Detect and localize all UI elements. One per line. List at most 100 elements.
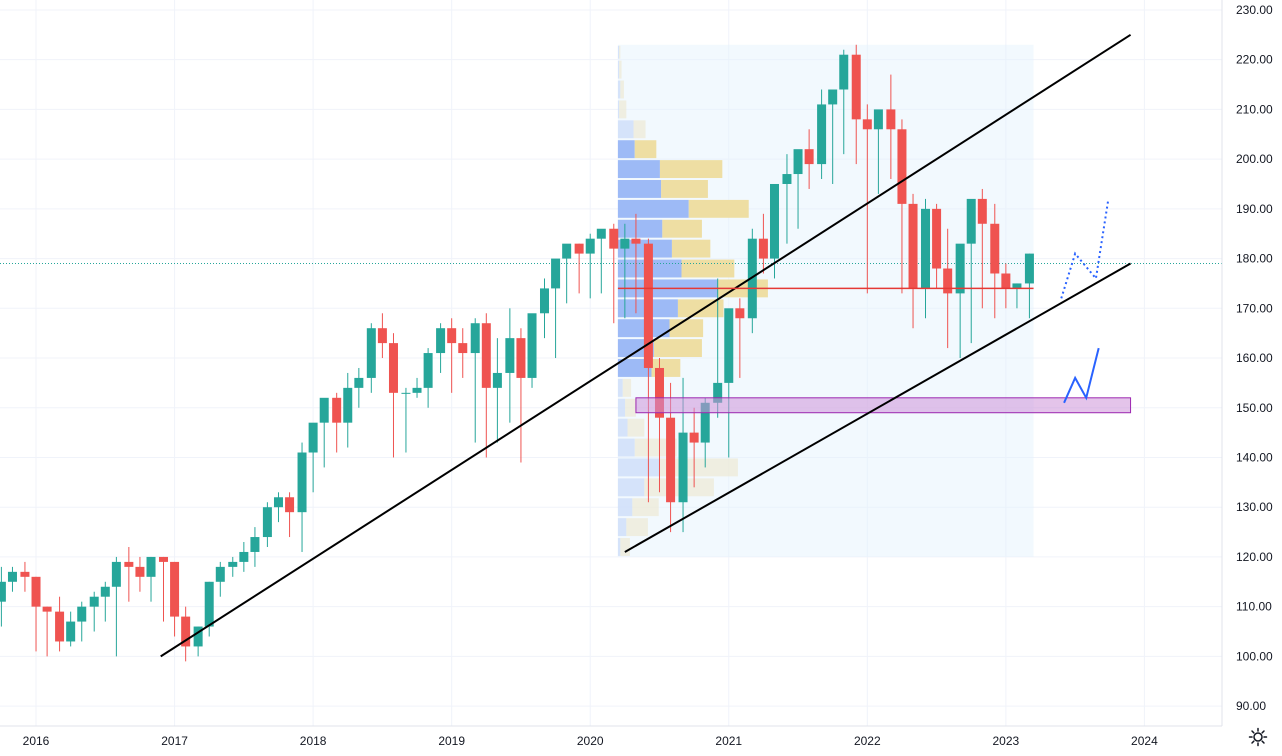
- candle-body: [851, 54, 861, 120]
- profile-bar-up: [617, 120, 634, 139]
- candle-body: [539, 288, 549, 314]
- candle-body: [689, 432, 699, 443]
- profile-bar-down: [681, 259, 735, 278]
- candle-body: [793, 149, 803, 175]
- profile-bar-up: [617, 80, 621, 99]
- annotations-front: [160, 33, 1132, 658]
- projection-path-dotted: [1060, 198, 1110, 299]
- x-tick-label: 2018: [300, 734, 327, 748]
- candle-body: [193, 626, 203, 647]
- profile-bar-up: [617, 478, 645, 497]
- y-tick-label: 120.00: [1236, 550, 1273, 564]
- candle-body: [643, 243, 653, 368]
- candle-body: [817, 104, 827, 165]
- profile-bar-down: [622, 378, 632, 397]
- candle-body: [804, 149, 814, 165]
- y-tick-label: 230.00: [1236, 3, 1273, 17]
- candles: [0, 44, 1034, 662]
- candle-body: [401, 392, 411, 394]
- candle-body: [366, 328, 376, 378]
- trendline: [160, 33, 1132, 658]
- x-tick-label: 2019: [438, 734, 465, 748]
- profile-bar-up: [617, 538, 621, 556]
- candle-body: [1012, 283, 1022, 289]
- candle-body: [620, 238, 630, 249]
- candle-body: [713, 382, 723, 403]
- x-axis: 2016 2017 2018 2019 2020 2021 2022 2023 2024: [0, 725, 1222, 748]
- candle-body: [678, 432, 688, 503]
- candle-body: [7, 571, 17, 582]
- profile-bar-down: [661, 180, 708, 198]
- profile-bar-up: [617, 199, 689, 218]
- profile-bar-up: [617, 45, 620, 59]
- y-tick-label: 110.00: [1236, 600, 1272, 614]
- candle-body: [262, 507, 272, 538]
- candle-body: [297, 452, 307, 513]
- candle-body: [285, 497, 295, 513]
- x-tick-label: 2020: [577, 734, 604, 748]
- candle-body: [0, 581, 6, 602]
- profile-bar-down: [620, 80, 624, 99]
- candle-body: [481, 323, 491, 388]
- y-tick-label: 150.00: [1236, 401, 1273, 415]
- candle-body: [966, 198, 976, 244]
- profile-bar-down: [659, 160, 723, 179]
- profile-bar-up: [617, 378, 623, 397]
- annotations-back: [0, 44, 1222, 557]
- y-tick-label: 140.00: [1236, 450, 1273, 464]
- candle-body: [631, 238, 641, 244]
- candle-body: [343, 387, 353, 423]
- profile-bar-down: [619, 60, 622, 79]
- candle-body: [31, 576, 41, 607]
- profile-bar-up: [617, 498, 633, 517]
- candle-body: [758, 238, 768, 259]
- profile-bar-up: [617, 180, 662, 198]
- x-tick-label: 2024: [1131, 734, 1158, 748]
- y-tick-label: 170.00: [1236, 301, 1273, 315]
- profile-bar-up: [617, 518, 627, 537]
- profile-bar-up: [617, 398, 626, 417]
- profile-bar-down: [662, 219, 702, 238]
- candle-body: [388, 343, 398, 393]
- candle-body: [89, 596, 99, 607]
- candle-body: [562, 243, 572, 259]
- x-tick-label: 2021: [715, 734, 742, 748]
- candle-body: [897, 129, 907, 204]
- profile-bar-down: [625, 398, 636, 417]
- candle-body: [921, 208, 931, 289]
- candle-body: [747, 238, 757, 319]
- profile-bar-down: [633, 120, 646, 139]
- candle-body: [666, 417, 676, 503]
- candle-body: [782, 174, 792, 184]
- x-tick-label: 2023: [993, 734, 1020, 748]
- candle-body: [412, 387, 422, 393]
- candle-body: [42, 606, 52, 612]
- x-tick-label: 2016: [23, 734, 50, 748]
- profile-bar-down: [632, 498, 659, 517]
- candle-body: [447, 328, 457, 344]
- candle-body: [990, 223, 1000, 274]
- candle-body: [273, 497, 283, 508]
- candle-body: [319, 397, 329, 423]
- trendline: [624, 262, 1132, 553]
- candle-body: [332, 397, 342, 423]
- profile-bar-down: [671, 239, 711, 258]
- y-tick-label: 210.00: [1236, 102, 1273, 116]
- candle-body: [308, 422, 318, 453]
- candle-body: [828, 89, 838, 105]
- candle-body: [170, 561, 180, 617]
- candle-body: [492, 372, 502, 388]
- y-tick-label: 160.00: [1236, 351, 1273, 365]
- gear-icon[interactable]: [1248, 727, 1268, 747]
- profile-bar-down: [626, 518, 648, 537]
- x-tick-label: 2022: [854, 734, 881, 748]
- profile-bar-down: [619, 45, 621, 59]
- candle-body: [77, 606, 87, 622]
- candle-body: [609, 228, 619, 249]
- candle-body: [1024, 253, 1034, 284]
- projection-path: [1063, 347, 1100, 404]
- y-tick-label: 190.00: [1236, 202, 1273, 216]
- candle-body: [527, 313, 537, 378]
